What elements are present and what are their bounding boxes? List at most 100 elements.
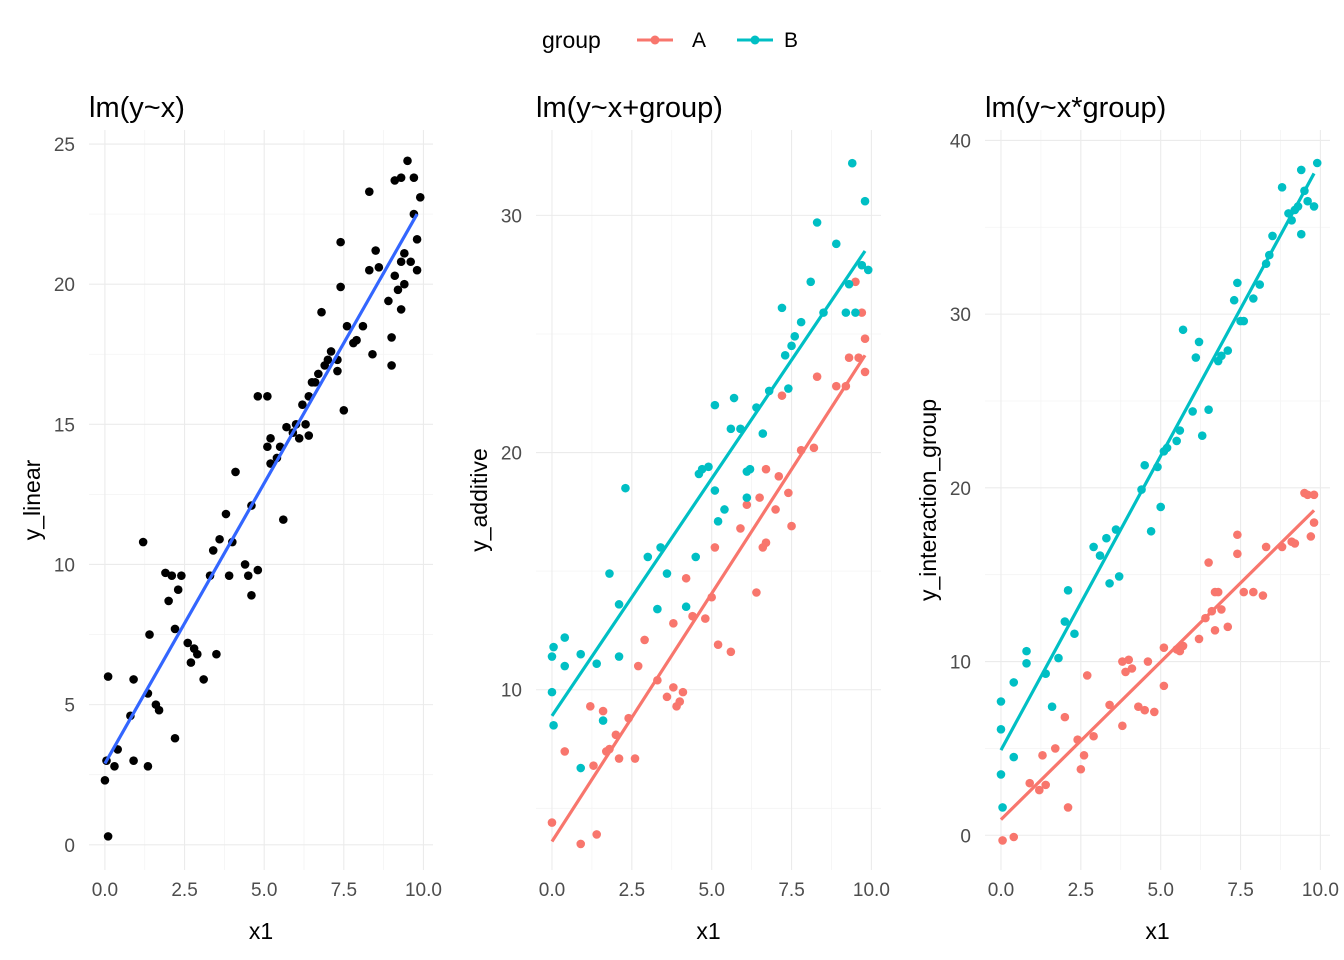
data-point xyxy=(851,308,860,317)
data-point xyxy=(704,462,713,472)
data-point xyxy=(371,246,380,255)
data-point xyxy=(1060,617,1070,626)
data-point xyxy=(154,705,164,715)
y-tick-label: 30 xyxy=(501,206,522,227)
data-point xyxy=(1239,316,1249,326)
panel-title-linear: lm(y~x) xyxy=(89,92,185,124)
data-point xyxy=(143,761,153,771)
data-point xyxy=(1143,657,1153,666)
y-tick-label: 40 xyxy=(950,131,971,152)
data-point xyxy=(170,624,180,634)
data-point xyxy=(212,649,221,659)
series-points xyxy=(100,156,425,841)
gridlines xyxy=(89,130,433,870)
data-point xyxy=(1213,587,1223,597)
data-point xyxy=(847,158,857,168)
data-point xyxy=(547,652,557,661)
data-point xyxy=(103,672,113,681)
y-tick-label: 20 xyxy=(54,275,75,296)
data-point xyxy=(1261,542,1271,552)
data-point xyxy=(774,471,784,481)
data-point xyxy=(186,658,196,667)
data-point xyxy=(598,706,608,716)
data-point xyxy=(1150,707,1159,717)
data-point xyxy=(729,393,739,403)
x-tick-label: 0.0 xyxy=(539,880,565,901)
y-axis-title: y_interaction_group xyxy=(915,399,941,601)
data-point xyxy=(669,683,678,692)
data-point xyxy=(589,761,598,770)
data-point xyxy=(745,464,755,474)
data-point xyxy=(736,524,745,533)
data-point xyxy=(812,372,822,381)
data-point xyxy=(1102,533,1111,543)
data-point xyxy=(1022,646,1031,656)
data-point xyxy=(1255,280,1265,289)
data-point xyxy=(605,569,614,578)
data-point xyxy=(1121,667,1130,677)
y-axis-title: y_linear xyxy=(19,459,45,540)
data-point xyxy=(841,308,851,317)
x-axis-title: x1 xyxy=(1145,918,1169,944)
data-point xyxy=(860,367,870,377)
data-point xyxy=(787,521,796,531)
gridlines xyxy=(536,130,881,870)
data-point xyxy=(314,369,323,379)
data-point xyxy=(352,335,361,345)
data-point xyxy=(409,173,419,182)
data-point xyxy=(1233,530,1242,540)
data-point xyxy=(412,265,422,275)
data-point xyxy=(996,724,1006,734)
data-point xyxy=(253,565,263,575)
data-point xyxy=(547,687,557,697)
data-point xyxy=(1089,542,1098,552)
data-point xyxy=(1159,681,1169,691)
data-point xyxy=(1035,785,1044,795)
data-point xyxy=(1175,426,1185,435)
panel-title-interaction: lm(y~x*group) xyxy=(985,92,1166,124)
fit-line xyxy=(550,250,867,717)
data-point xyxy=(1303,490,1312,500)
data-point xyxy=(339,406,349,415)
data-point xyxy=(549,721,558,730)
data-point xyxy=(547,818,557,827)
data-point xyxy=(208,546,218,555)
data-point xyxy=(1060,712,1070,722)
data-point xyxy=(614,652,624,661)
data-point xyxy=(403,156,412,166)
data-point xyxy=(1233,549,1242,559)
data-point xyxy=(396,305,406,314)
y-tick-label: 10 xyxy=(54,555,75,576)
data-point xyxy=(253,391,263,401)
data-point xyxy=(110,761,119,771)
x-tick-label: 7.5 xyxy=(331,880,357,901)
data-point xyxy=(1079,751,1089,760)
fit-line xyxy=(999,172,1316,751)
data-point xyxy=(675,697,685,706)
y-tick-label: 10 xyxy=(501,681,522,702)
x-tick-label: 10.0 xyxy=(1302,880,1339,901)
legend-label-a: A xyxy=(692,29,706,52)
data-point xyxy=(1296,165,1306,175)
data-point xyxy=(221,509,231,519)
x-tick-label: 2.5 xyxy=(619,880,645,901)
data-point xyxy=(333,366,342,376)
data-point xyxy=(1124,655,1134,665)
data-point xyxy=(278,515,288,524)
data-point xyxy=(1172,436,1181,446)
data-point xyxy=(243,571,253,580)
data-point xyxy=(710,486,720,495)
data-point xyxy=(192,649,202,659)
data-point xyxy=(263,391,272,401)
legend-title: group xyxy=(542,27,601,53)
data-point xyxy=(1268,231,1277,241)
data-point xyxy=(771,505,780,514)
data-point xyxy=(1194,337,1204,347)
panel-title-additive: lm(y~x+group) xyxy=(536,92,723,124)
data-point xyxy=(1070,629,1079,639)
data-point xyxy=(549,642,558,652)
data-point xyxy=(726,647,736,657)
x-tick-label: 5.0 xyxy=(251,880,277,901)
data-point xyxy=(164,596,173,606)
